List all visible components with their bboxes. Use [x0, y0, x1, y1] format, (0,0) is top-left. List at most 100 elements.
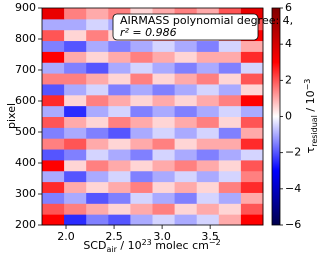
heatmap-cell — [196, 149, 220, 161]
heatmap-cell — [86, 51, 109, 63]
y-tick-label: 500 — [15, 125, 36, 138]
heatmap-cell — [174, 203, 198, 215]
annotation: AIRMASS polynomial degree: 4, — [120, 14, 293, 27]
heatmap-cell — [196, 181, 220, 193]
x-tick-label: 3.0 — [153, 230, 171, 243]
heatmap-cell — [42, 40, 65, 52]
heatmap-cell — [196, 94, 220, 107]
x-label-part: 23 — [142, 238, 152, 247]
heatmap-cell — [152, 62, 176, 74]
heatmap-cell — [240, 192, 264, 204]
heatmap-cell — [86, 159, 109, 172]
heatmap-cell — [108, 51, 131, 63]
heatmap-cell — [174, 138, 198, 150]
heatmap-cell — [64, 40, 87, 52]
heatmap-cell — [152, 138, 176, 150]
heatmap-cell — [218, 149, 242, 161]
heatmap-cell — [240, 214, 264, 226]
heatmap-cell — [174, 51, 198, 63]
heatmap-cell — [130, 62, 153, 74]
heatmap-cell — [42, 192, 65, 204]
heatmap-cell — [64, 127, 87, 139]
heatmap-cell — [218, 105, 242, 117]
heatmap-cell — [86, 170, 109, 183]
heatmap-cell — [130, 192, 153, 204]
y-tick-label: 200 — [15, 218, 36, 231]
heatmap-cell — [196, 170, 220, 183]
heatmap-cell — [174, 192, 198, 204]
heatmap-cell — [86, 29, 109, 42]
heatmap-cell — [174, 181, 198, 193]
heatmap-cell — [86, 127, 109, 139]
heatmap-cell — [64, 149, 87, 161]
heatmap-cell — [218, 203, 242, 215]
heatmap-cell — [86, 203, 109, 215]
x-label-part: molec cm — [152, 239, 209, 252]
heatmap-cell — [218, 138, 242, 150]
heatmap-cell — [108, 105, 131, 117]
heatmap-cell — [108, 192, 131, 204]
heatmap-cell — [64, 203, 87, 215]
cb-label-part: residual — [310, 115, 319, 147]
heatmap — [42, 8, 264, 226]
heatmap-cell — [196, 203, 220, 215]
heatmap-cell — [42, 127, 65, 139]
heatmap-cell — [218, 94, 242, 107]
y-tick-label: 600 — [15, 94, 36, 107]
heatmap-cell — [218, 73, 242, 85]
heatmap-cell — [108, 149, 131, 161]
heatmap-cell — [240, 105, 264, 117]
heatmap-cell — [42, 116, 65, 128]
heatmap-cell — [218, 192, 242, 204]
heatmap-cell — [240, 159, 264, 172]
colorbar-label: τresidual / 10−3 — [303, 79, 319, 154]
heatmap-cell — [42, 203, 65, 215]
heatmap-cell — [174, 214, 198, 226]
x-tick-label: 2.5 — [105, 230, 123, 243]
heatmap-cell — [196, 138, 220, 150]
heatmap-cell — [42, 83, 65, 96]
heatmap-cell — [152, 214, 176, 226]
colorbar-tick-label: −2 — [285, 146, 301, 159]
colorbar-tick-label: −6 — [285, 218, 301, 231]
heatmap-cell — [130, 105, 153, 117]
heatmap-cell — [152, 40, 176, 52]
heatmap-cell — [64, 116, 87, 128]
heatmap-cell — [196, 214, 220, 226]
heatmap-cell — [108, 214, 131, 226]
heatmap-cell — [64, 192, 87, 204]
heatmap-cell — [64, 105, 87, 117]
colorbar-tick-label: 2 — [285, 73, 292, 86]
heatmap-cell — [86, 94, 109, 107]
heatmap-cell — [152, 192, 176, 204]
heatmap-cell — [152, 203, 176, 215]
heatmap-cell — [174, 127, 198, 139]
x-label-part: −2 — [209, 238, 221, 247]
colorbar-tick-label: −4 — [285, 182, 301, 195]
heatmap-cell — [108, 170, 131, 183]
heatmap-cell — [64, 170, 87, 183]
colorbar-tick-label: 6 — [285, 1, 292, 14]
heatmap-cell — [240, 116, 264, 128]
heatmap-cell — [218, 83, 242, 96]
heatmap-cell — [130, 73, 153, 85]
y-tick-label: 800 — [15, 32, 36, 45]
heatmap-cell — [42, 159, 65, 172]
heatmap-cell — [86, 62, 109, 74]
heatmap-cell — [86, 181, 109, 193]
heatmap-cell — [174, 149, 198, 161]
colorbar — [271, 7, 281, 226]
heatmap-cell — [42, 214, 65, 226]
heatmap-cell — [240, 181, 264, 193]
heatmap-cell — [240, 138, 264, 150]
heatmap-cell — [42, 73, 65, 85]
heatmap-cell — [152, 116, 176, 128]
heatmap-cell — [86, 83, 109, 96]
heatmap-cell — [196, 51, 220, 63]
heatmap-cell — [152, 51, 176, 63]
x-label-part: / 10 — [117, 239, 142, 252]
heatmap-cell — [218, 51, 242, 63]
heatmap-cell — [108, 94, 131, 107]
y-tick-label: 300 — [15, 187, 36, 200]
